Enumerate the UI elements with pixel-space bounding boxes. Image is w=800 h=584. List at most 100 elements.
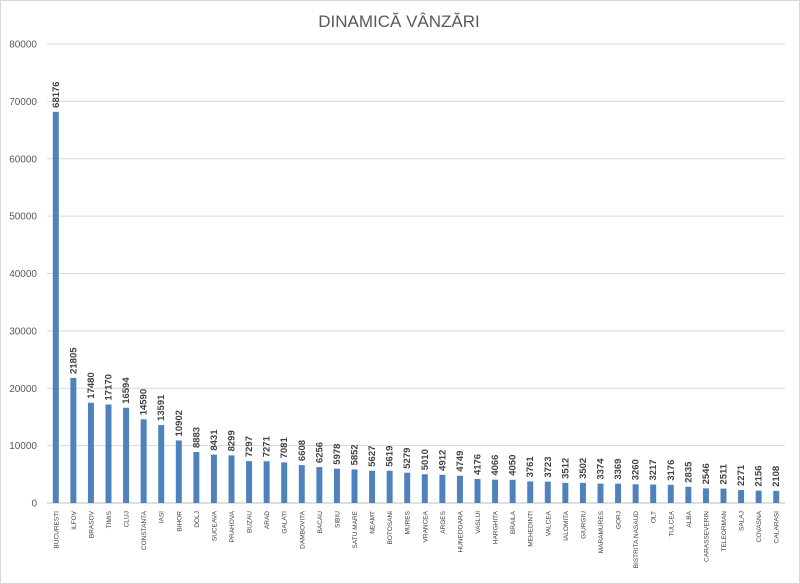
data-labels: 68176 21805 17480 17170 16594 14590 13591 10902… (51, 81, 782, 486)
data-label: 14590 (139, 389, 150, 415)
bar (228, 455, 235, 503)
bar (632, 484, 639, 503)
data-label: 68176 (51, 81, 62, 107)
x-tick-label: SALAJ (739, 511, 746, 531)
x-tick-label: BISTRITA NASAUD (633, 511, 640, 569)
x-tick-label: SUCEAVA (211, 510, 218, 541)
x-tick-label: VALCEA (545, 510, 552, 536)
data-label: 2156 (754, 465, 765, 486)
x-tick-label: BRASOV (88, 510, 95, 538)
bar (87, 402, 94, 503)
x-tick-label: BUZAU (247, 511, 254, 533)
x-tick-label: BACAU (317, 511, 324, 534)
bar (738, 489, 745, 503)
data-label: 17170 (104, 374, 115, 400)
bar (702, 488, 709, 503)
x-tick-label: HARGHITA (493, 510, 500, 544)
data-label: 2271 (736, 464, 747, 486)
x-tick-label: GORJ (616, 511, 623, 529)
x-tick-label: TIMIS (106, 510, 113, 528)
x-tick-label: CLUJ (124, 511, 131, 527)
x-tick-label: VASLUI (475, 511, 482, 534)
y-tick-label: 80000 (9, 40, 37, 51)
x-tick-label: MARAMURES (598, 510, 605, 553)
data-label: 5010 (420, 449, 431, 470)
bars (52, 111, 780, 503)
bar (685, 486, 692, 503)
bar (52, 111, 59, 503)
bar (544, 481, 551, 503)
data-label: 2511 (719, 463, 730, 484)
bar (579, 482, 586, 503)
x-tick-label: COVASNA (756, 510, 763, 542)
data-label: 3502 (578, 458, 589, 479)
bar (369, 470, 376, 503)
data-label: 13591 (156, 394, 167, 421)
data-label: 4749 (455, 451, 466, 472)
y-tick-label: 50000 (9, 212, 37, 223)
x-tick-label: BUCURESTI (53, 511, 60, 549)
x-tick-label: CONSTANTA (141, 510, 148, 550)
data-label: 6256 (314, 442, 325, 463)
x-tick-label: IALOMITA (563, 510, 570, 541)
data-label: 6608 (297, 440, 308, 461)
data-label: 2546 (701, 463, 712, 484)
data-label: 7271 (262, 435, 273, 457)
data-label: 3761 (525, 456, 536, 478)
data-label: 5852 (350, 444, 361, 465)
x-tick-label: MEHEDINTI (528, 511, 535, 547)
y-tick-label: 70000 (9, 97, 37, 108)
data-label: 8431 (209, 429, 220, 451)
bar (386, 470, 393, 503)
bar (667, 484, 674, 503)
bar (246, 461, 253, 503)
x-tick-label: BIHOR (176, 511, 183, 532)
x-tick-label: ALBA (686, 510, 693, 527)
bar (316, 467, 323, 503)
data-label: 21805 (68, 347, 79, 374)
data-label: 16594 (121, 377, 132, 404)
x-tick-label: PRAHOVA (229, 510, 236, 542)
data-label: 3512 (560, 458, 571, 479)
x-tick-label: NEAMT (370, 511, 377, 534)
y-tick-label: 20000 (9, 384, 37, 395)
bar (298, 465, 305, 503)
data-label: 8299 (227, 430, 238, 451)
data-label: 5978 (332, 444, 343, 465)
bar (527, 481, 534, 503)
bar (158, 425, 165, 503)
y-axis-ticks: 0 10000 20000 30000 40000 50000 60000 70000 8000… (9, 40, 37, 510)
x-tick-label: MURES (405, 510, 412, 534)
bar (492, 479, 499, 503)
x-tick-label: TELEORMAN (721, 511, 728, 552)
x-tick-label: VRANCEA (422, 510, 429, 542)
x-tick-label: ARAD (264, 511, 271, 529)
bar (140, 419, 147, 503)
bar (175, 440, 182, 503)
bar (263, 461, 270, 503)
data-label: 5279 (402, 448, 413, 469)
bar (333, 468, 340, 503)
bar (509, 479, 516, 503)
x-tick-label: HUNEDOARA (457, 510, 464, 552)
bar (351, 469, 358, 503)
bar (281, 462, 288, 503)
data-label: 7297 (244, 436, 255, 457)
bar (615, 483, 622, 503)
data-label: 3374 (596, 458, 607, 480)
data-label: 3260 (631, 459, 642, 480)
y-tick-label: 10000 (9, 441, 37, 452)
y-tick-label: 60000 (9, 154, 37, 165)
data-label: 3217 (648, 459, 659, 480)
data-label: 10902 (174, 410, 185, 436)
data-label: 2108 (771, 466, 782, 487)
bar (650, 484, 657, 503)
data-label: 17480 (86, 372, 97, 398)
bar (773, 490, 780, 503)
x-tick-label: IASI (159, 511, 166, 523)
data-label: 5627 (367, 446, 378, 467)
x-tick-label: TULCEA (668, 510, 675, 536)
bar (720, 488, 727, 503)
